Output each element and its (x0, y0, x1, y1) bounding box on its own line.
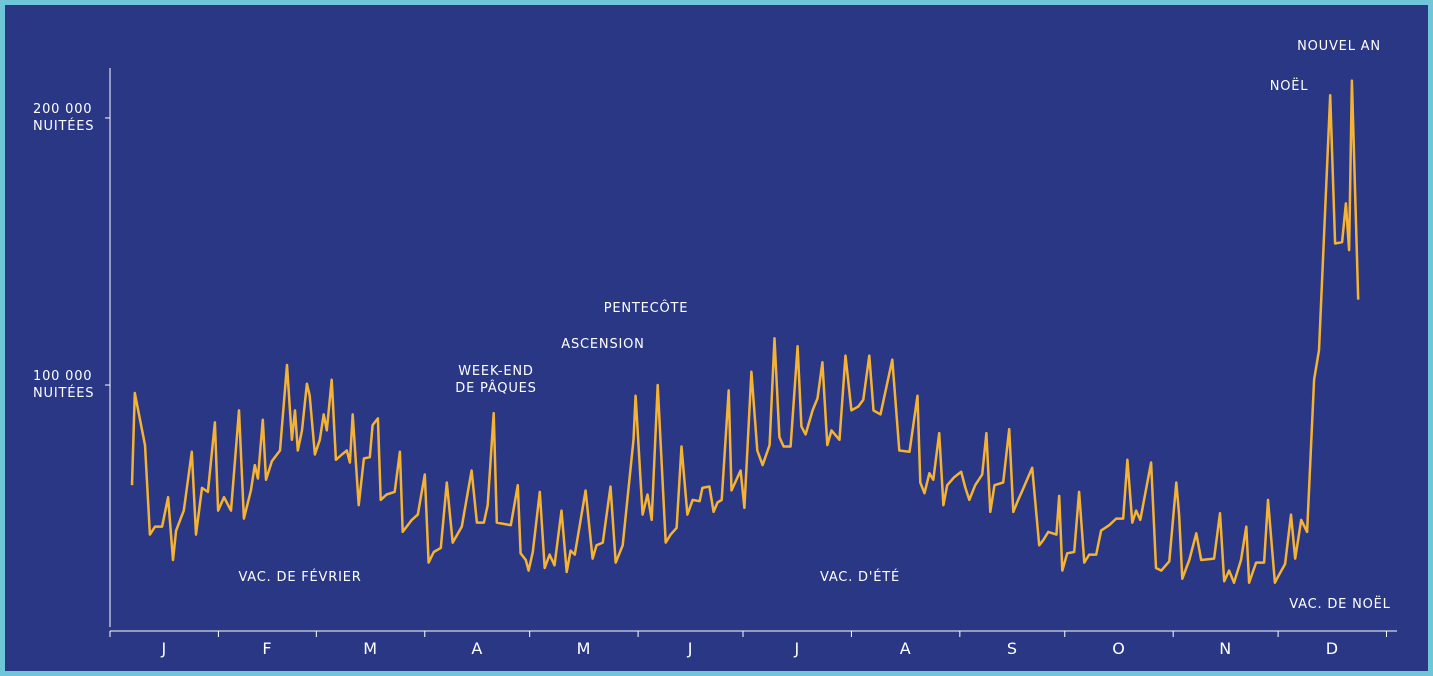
annotation: VAC. DE FÉVRIER (238, 570, 362, 585)
annotation: WEEK-END DE PÂQUES (455, 364, 537, 396)
annotation: NOËL (1269, 79, 1309, 94)
x-tick-label: S (1006, 639, 1018, 658)
x-tick-label: F (262, 639, 273, 658)
x-tick-label: J (687, 639, 694, 658)
x-tick-label: J (161, 639, 167, 658)
x-tick-label: A (471, 639, 484, 658)
y-tick-label: 200 000 NUITÉES (33, 101, 95, 134)
annotation: PENTECÔTE (603, 301, 689, 316)
annotation: ASCENSION (561, 337, 645, 352)
x-tick-label: O (1112, 639, 1126, 658)
x-tick-label: D (1325, 639, 1339, 658)
x-tick-label: M (576, 639, 592, 658)
x-tick-label: J (794, 639, 800, 658)
y-tick-label: 100 000 NUITÉES (33, 369, 95, 402)
x-tick-label: M (363, 639, 378, 658)
annotation: VAC. DE NOËL (1289, 597, 1391, 612)
annotation: NOUVEL AN (1297, 39, 1381, 54)
panel (5, 5, 1428, 671)
annotation: VAC. D'ÉTÉ (819, 570, 901, 585)
series-line (130, 79, 1360, 584)
x-tick-label: N (1219, 639, 1233, 658)
x-tick-label: A (899, 639, 912, 658)
